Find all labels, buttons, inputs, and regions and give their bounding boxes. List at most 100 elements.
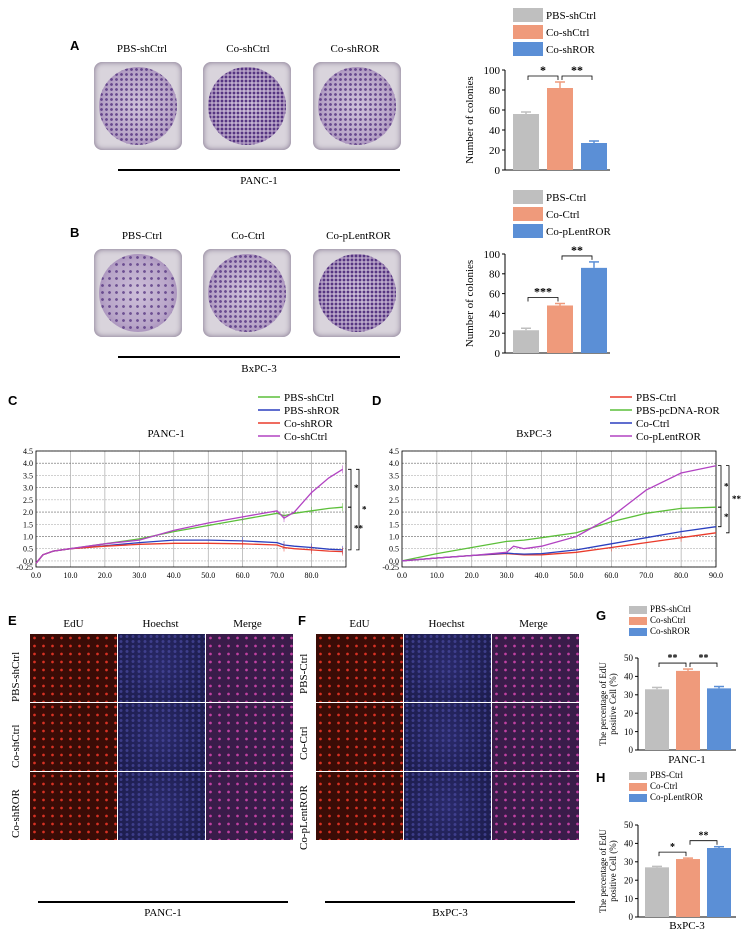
merge-image [492, 634, 579, 702]
x-tick-label: 10.0 [430, 571, 444, 580]
legend-swatch [513, 25, 543, 39]
cell-line-label: BxPC-3 [241, 363, 277, 375]
y-tick-label: -0.25 [382, 563, 399, 572]
bar [645, 689, 669, 750]
row-label: Co-shROR [10, 789, 22, 838]
significance-bracket [658, 851, 687, 857]
significance-label: ** [699, 831, 709, 842]
hoechst-image [404, 634, 491, 702]
y-tick-label: 4.0 [389, 459, 399, 468]
y-tick-label: 10 [624, 894, 634, 904]
column-label: Hoechst [428, 618, 465, 630]
x-tick-label: 50.0 [201, 571, 215, 580]
cell-line-label: PANC-1 [240, 175, 278, 187]
row-label: Co-Ctrl [298, 726, 310, 760]
significance-label: * [724, 512, 729, 522]
y-tick-label: 2.5 [23, 496, 33, 505]
edu-image [316, 634, 403, 702]
group-underline [325, 901, 575, 903]
significance-bracket [718, 506, 722, 528]
y-tick-label: 0.0 [389, 557, 399, 566]
legend-swatch [629, 606, 647, 614]
y-axis-label: positive Cell (%) [608, 673, 618, 735]
significance-label: ** [732, 494, 742, 504]
colony-plate-image [94, 249, 182, 337]
significance-label: ** [571, 63, 583, 77]
plate-label: Co-shROR [330, 43, 380, 55]
legend-swatch [629, 772, 647, 780]
y-tick-label: 0 [629, 912, 634, 922]
x-tick-label: 80.0 [674, 571, 688, 580]
x-tick-label: 90.0 [709, 571, 723, 580]
column-label: Merge [233, 618, 262, 630]
legend-label: Co-shROR [284, 418, 334, 430]
legend-label: PBS-Ctrl [650, 770, 684, 780]
legend-label: Co-shROR [650, 626, 690, 636]
column-label: EdU [349, 618, 370, 630]
y-tick-label: 2.0 [389, 508, 399, 517]
series-line [35, 468, 343, 564]
group-underline [38, 901, 288, 903]
y-tick-label: 3.5 [23, 471, 33, 480]
y-tick-label: 50 [624, 820, 634, 830]
plate-label: Co-shCtrl [226, 43, 270, 55]
legend-swatch [513, 8, 543, 22]
group-underline [118, 356, 400, 358]
significance-label: ** [571, 243, 583, 257]
y-tick-label: 40 [489, 125, 501, 137]
colony-plate-image [94, 62, 182, 150]
column-label: Merge [519, 618, 548, 630]
colony-plate-image [313, 249, 401, 337]
x-tick-label: 30.0 [500, 571, 514, 580]
plate-label: Co-Ctrl [231, 230, 265, 242]
bar [645, 867, 669, 917]
y-tick-label: -0.25 [16, 563, 33, 572]
significance-bracket [658, 662, 687, 668]
legend-label: PBS-pcDNA-ROR [636, 405, 720, 417]
merge-image [492, 703, 579, 771]
row-label: Co-shCtrl [10, 724, 22, 768]
hoechst-image [404, 703, 491, 771]
edu-image [30, 634, 117, 702]
significance-bracket [356, 468, 360, 551]
y-tick-label: 0.0 [23, 557, 33, 566]
legend-label: Co-shROR [546, 44, 596, 56]
x-tick-label: 80.0 [305, 571, 319, 580]
significance-bracket [527, 297, 559, 302]
y-tick-label: 3.0 [23, 484, 33, 493]
y-tick-label: 30 [624, 857, 634, 867]
panel-letter-c: C [8, 393, 18, 408]
significance-bracket [561, 255, 593, 260]
x-tick-label: 0.0 [397, 571, 407, 580]
colony-plate-image [203, 62, 291, 150]
y-tick-label: 40 [489, 308, 501, 320]
y-tick-label: 1.5 [389, 520, 399, 529]
y-tick-label: 20 [624, 708, 634, 718]
plot-frame [401, 450, 717, 568]
edu-image [316, 703, 403, 771]
series-line [401, 526, 717, 562]
chart-title: PANC-1 [147, 428, 185, 440]
hoechst-image [118, 703, 205, 771]
x-tick-label: 60.0 [236, 571, 250, 580]
bar [513, 330, 539, 353]
y-tick-label: 100 [484, 65, 501, 77]
y-tick-label: 4.0 [23, 459, 33, 468]
bar [676, 859, 700, 917]
bar [547, 88, 573, 170]
y-tick-label: 60 [489, 288, 501, 300]
legend-label: Co-shCtrl [546, 27, 589, 39]
y-axis-label: The percentage of EdU [598, 829, 608, 913]
cell-line-label: BxPC-3 [669, 920, 705, 931]
legend-label: Co-shCtrl [284, 431, 327, 443]
legend-label: PBS-shCtrl [284, 392, 334, 404]
edu-image [316, 772, 403, 840]
significance-bracket [689, 662, 718, 668]
bar [707, 688, 731, 750]
legend-swatch [513, 42, 543, 56]
series-line [401, 465, 717, 562]
y-tick-label: 50 [624, 653, 634, 663]
